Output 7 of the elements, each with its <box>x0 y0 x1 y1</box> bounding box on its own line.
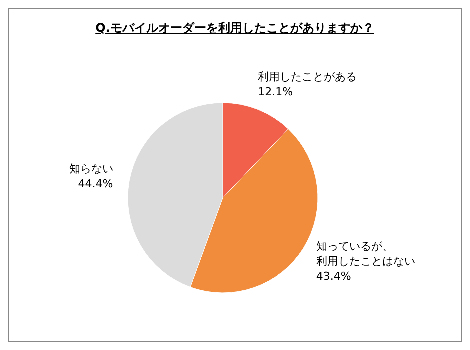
slice-label: 知っているが、利用したことはない <box>316 240 416 268</box>
data-label: 12.1% <box>258 86 294 99</box>
data-label: 44.4% <box>78 177 114 190</box>
slice-label: 利用したことがある <box>258 70 358 84</box>
slice-label: 知らない <box>69 162 114 176</box>
chart-title: Q.モバイルオーダーを利用したことがありますか？ <box>96 21 374 35</box>
data-label: 43.4% <box>316 270 352 284</box>
